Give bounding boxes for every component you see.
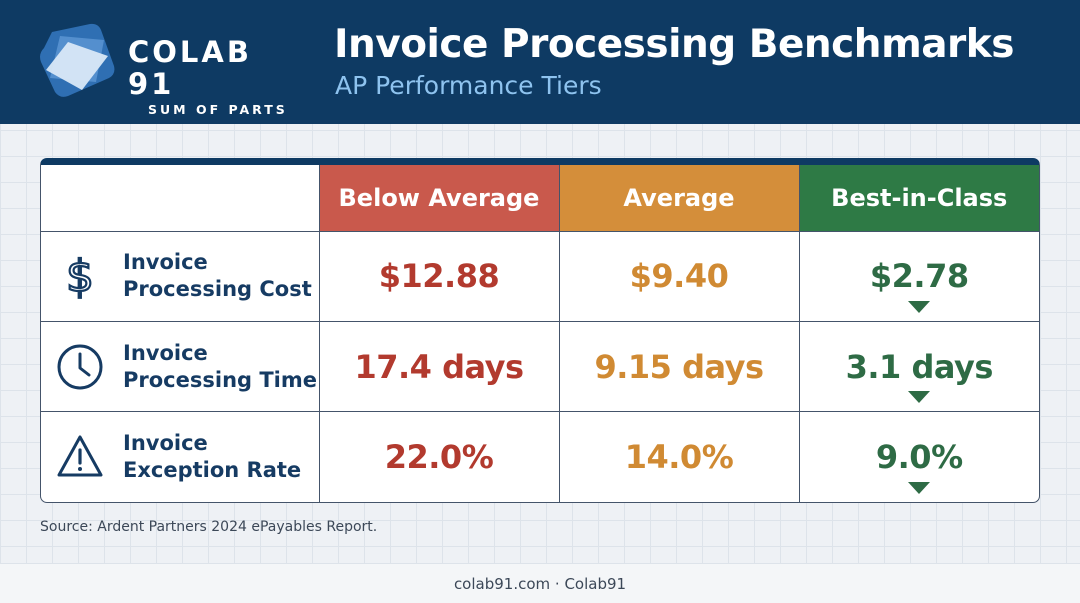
value-cell-best-in-class: 9.0%	[798, 411, 1039, 502]
footer-text[interactable]: colab91.com · Colab91	[453, 575, 627, 593]
metric-label: Invoice Processing Cost	[123, 249, 312, 303]
metric-label-line2: Exception Rate	[123, 458, 302, 483]
metric-cell-time: Invoice Processing Time	[41, 320, 320, 413]
metric-label-line1: Invoice	[123, 250, 208, 275]
value-cell-below-average: 22.0%	[318, 411, 560, 502]
colab91-logo-icon	[40, 23, 115, 97]
value-cell-below-average: $12.88	[318, 230, 560, 322]
column-header-best-in-class: Best-in-Class	[798, 165, 1039, 232]
brand-name: COLAB 91	[128, 35, 252, 101]
value-cell-average: $9.40	[558, 230, 800, 322]
metric-label-line1: Invoice	[123, 340, 208, 365]
value-below-average: 22.0%	[384, 438, 494, 477]
value-average: 9.15 days	[594, 347, 764, 386]
value-cell-best-in-class: 3.1 days	[798, 320, 1039, 413]
metric-cell-exception: Invoice Exception Rate	[41, 411, 320, 502]
metric-label-line2: Processing Time	[123, 367, 318, 392]
dollar-icon: $	[65, 251, 95, 301]
source-note: Source: Ardent Partners 2024 ePayables R…	[40, 519, 378, 535]
warning-icon	[57, 435, 103, 477]
value-below-average: 17.4 days	[354, 347, 524, 386]
column-header-average: Average	[558, 165, 800, 232]
value-cell-best-in-class: $2.78	[798, 230, 1039, 322]
value-best-in-class: $2.78	[869, 257, 969, 296]
page-subtitle: AP Performance Tiers	[335, 71, 602, 100]
page-title: Invoice Processing Benchmarks	[334, 22, 1014, 67]
table-row: Invoice Exception Rate 22.0% 14.0% 9.0%	[41, 411, 1039, 502]
value-average: 14.0%	[624, 438, 734, 477]
metric-cell-cost: $ Invoice Processing Cost	[41, 230, 320, 322]
column-header-below-average: Below Average	[318, 165, 560, 232]
value-average: $9.40	[629, 257, 729, 296]
value-cell-average: 14.0%	[558, 411, 800, 502]
down-arrow-icon	[908, 482, 931, 494]
value-best-in-class: 9.0%	[875, 438, 963, 477]
clock-icon	[57, 344, 103, 390]
metric-label: Invoice Processing Time	[123, 340, 317, 394]
table-row: Invoice Processing Time 17.4 days 9.15 d…	[41, 320, 1039, 413]
table-corner-cell	[41, 165, 320, 232]
value-best-in-class: 3.1 days	[845, 347, 994, 386]
metric-label-line2: Processing Cost	[123, 277, 312, 302]
down-arrow-icon	[908, 300, 931, 313]
down-arrow-icon	[908, 391, 931, 404]
metric-label: Invoice Exception Rate	[123, 430, 301, 484]
brand-wordmark: COLAB 91 SUM OF PARTS	[128, 36, 298, 117]
table-header-row: Below Average Average Best-in-Class	[41, 165, 1039, 232]
footer: colab91.com · Colab91	[0, 563, 1080, 603]
brand-tagline: SUM OF PARTS	[148, 102, 288, 117]
value-cell-average: 9.15 days	[558, 320, 800, 413]
table-row: $ Invoice Processing Cost $12.88 $9.40 $…	[41, 230, 1039, 322]
svg-text:$: $	[66, 251, 94, 301]
header-banner: COLAB 91 SUM OF PARTS Invoice Processing…	[0, 0, 1080, 124]
value-cell-below-average: 17.4 days	[318, 320, 560, 413]
value-below-average: $12.88	[378, 257, 500, 296]
benchmark-table: Below Average Average Best-in-Class $ In…	[40, 158, 1040, 503]
metric-label-line1: Invoice	[123, 431, 208, 456]
